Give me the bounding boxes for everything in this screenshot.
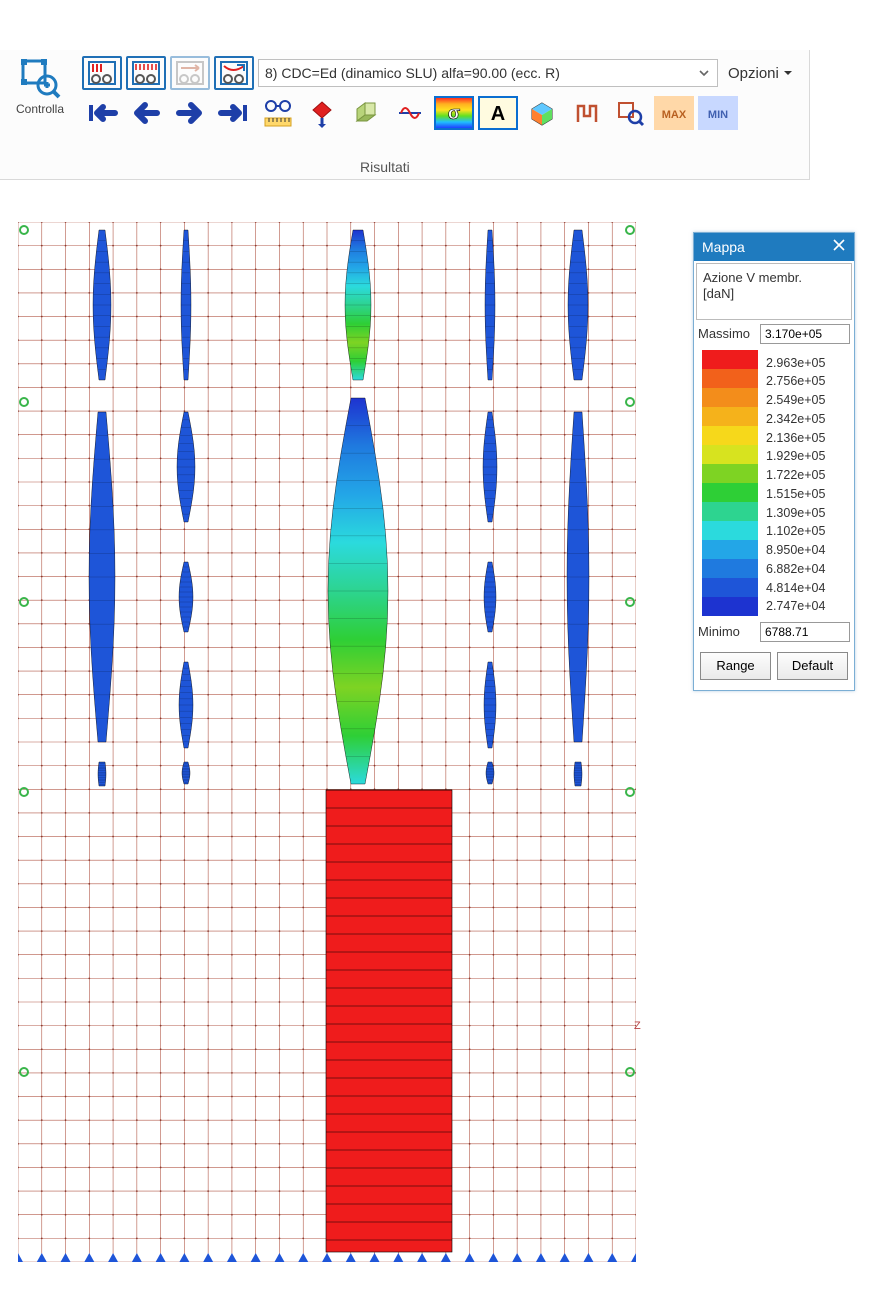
controlla-icon[interactable] [18,56,62,100]
result-canvas[interactable] [18,222,636,1262]
massimo-input[interactable] [760,324,850,344]
svg-text:MIN: MIN [708,109,728,121]
default-button[interactable]: Default [777,652,848,680]
axis-marker: Z [634,1020,641,1032]
chevron-down-icon [695,64,713,82]
load-combo-dropdown[interactable]: 8) CDC=Ed (dinamico SLU) alfa=90.00 (ecc… [258,59,718,87]
arrow-last-icon[interactable] [214,96,254,130]
min-icon[interactable]: MIN [698,96,738,130]
combo-text: 8) CDC=Ed (dinamico SLU) alfa=90.00 (ecc… [265,65,560,81]
massimo-label: Massimo [698,326,756,341]
close-icon[interactable] [832,238,846,256]
extrude-icon[interactable] [346,96,386,130]
solid-render-icon[interactable] [522,96,562,130]
minimo-label: Minimo [698,624,756,639]
diagram-icon[interactable] [390,96,430,130]
minimo-input[interactable] [760,622,850,642]
max-icon[interactable]: MAX [654,96,694,130]
mappa-quantity-label: Azione V membr. [daN] [696,263,852,320]
arrow-prev-icon[interactable] [126,96,166,130]
svg-text:A: A [491,103,505,125]
section-icon[interactable] [302,96,342,130]
measure-icon[interactable] [258,96,298,130]
svg-text:σ: σ [448,103,460,123]
view-mode-1-icon[interactable] [82,56,122,90]
mappa-title: Mappa [702,239,745,255]
opzioni-dropdown[interactable]: Opzioni [722,65,799,82]
arrow-first-icon[interactable] [82,96,122,130]
controlla-label: Controlla [16,102,64,116]
risultati-group-label: Risultati [360,159,410,175]
legend-colorbar [702,350,758,616]
mappa-panel: Mappa Azione V membr. [daN] Massimo 2.96… [693,232,855,691]
zoom-result-icon[interactable] [610,96,650,130]
stress-colormap-icon[interactable]: σ [434,96,474,130]
view-mode-2-icon[interactable] [126,56,166,90]
view-mode-3-icon[interactable] [170,56,210,90]
arrow-next-icon[interactable] [170,96,210,130]
legend-values: 2.963e+052.756e+052.549e+052.342e+052.13… [766,350,825,616]
range-button[interactable]: Range [700,652,771,680]
mappa-header[interactable]: Mappa [694,233,854,261]
annotation-a-icon[interactable]: A [478,96,518,130]
legend: 2.963e+052.756e+052.549e+052.342e+052.13… [694,346,854,620]
frame-icon[interactable] [566,96,606,130]
ribbon: Controlla 8) CDC=Ed (dinamico SLU) alfa=… [0,50,810,180]
opzioni-label: Opzioni [728,65,779,82]
view-mode-4-icon[interactable] [214,56,254,90]
svg-text:MAX: MAX [662,109,687,121]
